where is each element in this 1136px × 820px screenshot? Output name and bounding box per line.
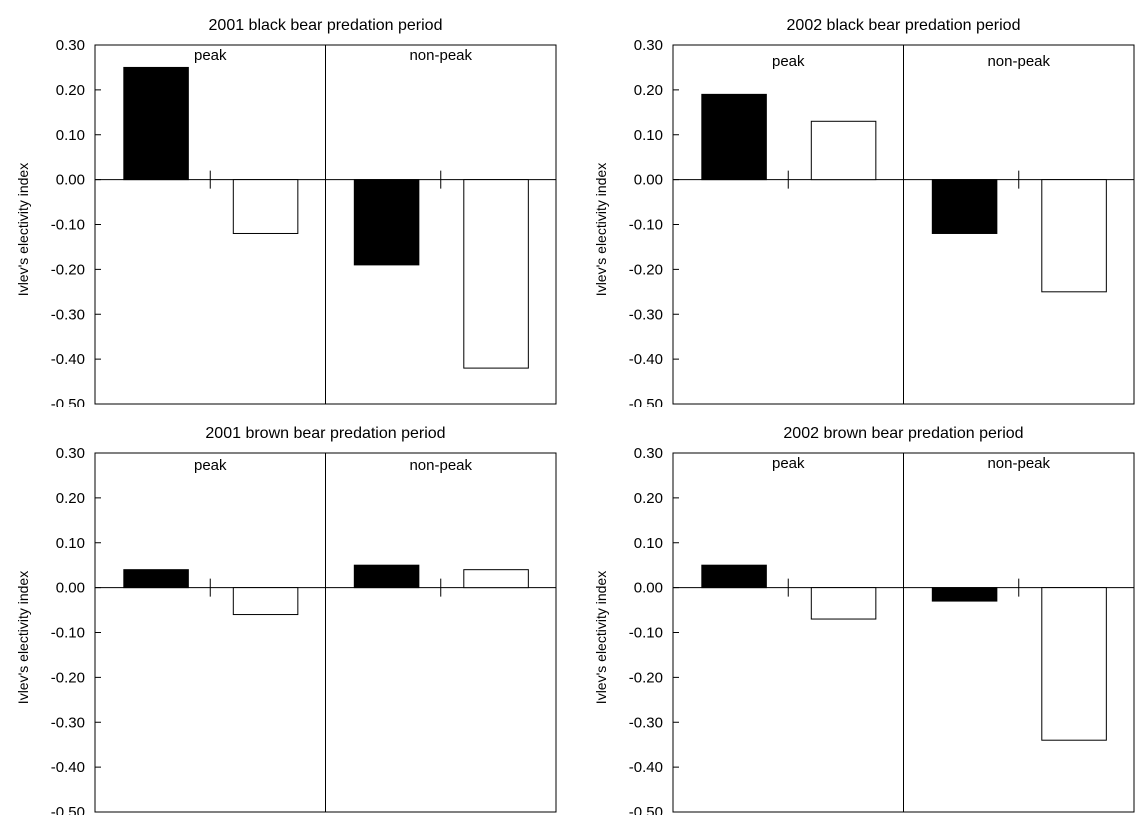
chart-title: 2002 brown bear predation period: [783, 425, 1023, 442]
y-axis-label: Ivlev's electivity index: [593, 163, 609, 296]
bar-peak-white: [810, 120, 877, 181]
chart-svg: 2002 black bear predation period Ivlev's …: [593, 17, 1135, 413]
bar-peak-black: [123, 569, 189, 589]
period-label-non-peak: non-peak: [987, 53, 1050, 70]
chart-title: 2002 black bear predation period: [787, 17, 1021, 34]
bar-peak-black: [123, 66, 189, 181]
bar-non-peak-white: [463, 179, 529, 369]
bar-non-peak-black: [931, 179, 998, 234]
y-tick-label: -0.40: [629, 351, 663, 368]
bar-peak-black: [701, 93, 767, 181]
bar-peak-black: [701, 564, 767, 589]
chart-panel-2: 2002 black bear predation period Ivlev's …: [578, 0, 1136, 413]
period-label-non-peak: non-peak: [409, 457, 472, 474]
chart-title: 2001 black bear predation period: [209, 17, 443, 34]
y-axis-label: Ivlev's electivity index: [593, 571, 609, 704]
y-axis-label: Ivlev's electivity index: [15, 163, 31, 296]
y-tick-label: -0.50: [629, 396, 663, 407]
y-tick-label: -0.20: [629, 261, 663, 278]
y-tick-label: -0.20: [51, 669, 85, 686]
bar-peak-white: [232, 179, 299, 234]
bar-peak-white: [232, 587, 299, 616]
period-label-non-peak: non-peak: [987, 455, 1050, 472]
y-tick-label: -0.30: [629, 714, 663, 731]
y-tick-label: 0.10: [56, 127, 85, 144]
y-tick-label: 0.30: [634, 37, 663, 54]
chart-svg: 2001 brown bear predation period Ivlev's …: [15, 425, 557, 820]
chart-svg: 2002 brown bear predation period Ivlev's …: [593, 425, 1135, 820]
chart-svg: 2001 black bear predation period Ivlev's …: [15, 17, 557, 413]
y-tick-label: -0.30: [51, 306, 85, 323]
chart-panel-1: 2001 black bear predation period Ivlev's …: [0, 0, 558, 413]
y-tick-label: -0.10: [51, 625, 85, 642]
y-tick-label: -0.50: [629, 804, 663, 815]
y-tick-label: 0.10: [56, 535, 85, 552]
y-tick-label: -0.30: [51, 714, 85, 731]
y-tick-label: 0.00: [634, 172, 663, 189]
y-tick-label: -0.10: [629, 625, 663, 642]
y-tick-label: 0.20: [56, 490, 85, 507]
chart-title: 2001 brown bear predation period: [205, 425, 445, 442]
y-tick-label: 0.30: [56, 37, 85, 54]
chart-panel-3: 2001 brown bear predation period Ivlev's …: [0, 408, 558, 820]
y-tick-label: -0.10: [51, 217, 85, 234]
y-tick-label: 0.00: [56, 580, 85, 597]
period-label-peak: peak: [772, 53, 805, 70]
y-tick-label: 0.00: [634, 580, 663, 597]
y-tick-label: 0.10: [634, 535, 663, 552]
bar-non-peak-white: [1041, 179, 1107, 293]
bar-non-peak-black: [353, 179, 420, 266]
chart-panel-4: 2002 brown bear predation period Ivlev's …: [578, 408, 1136, 820]
period-label-peak: peak: [194, 47, 227, 64]
y-tick-label: -0.40: [51, 351, 85, 368]
y-tick-label: 0.00: [56, 172, 85, 189]
y-tick-label: 0.30: [56, 445, 85, 462]
y-tick-label: -0.50: [51, 804, 85, 815]
y-tick-label: -0.40: [629, 759, 663, 776]
y-tick-label: -0.30: [629, 306, 663, 323]
bar-non-peak-black: [353, 564, 420, 589]
period-label-peak: peak: [194, 457, 227, 474]
y-tick-label: -0.20: [51, 261, 85, 278]
bar-peak-white: [810, 587, 877, 620]
period-label-peak: peak: [772, 455, 805, 472]
period-label-non-peak: non-peak: [409, 47, 472, 64]
bar-non-peak-white: [1041, 587, 1107, 741]
y-tick-label: -0.20: [629, 669, 663, 686]
bar-non-peak-black: [931, 587, 998, 602]
y-tick-label: -0.10: [629, 217, 663, 234]
y-tick-label: 0.20: [56, 82, 85, 99]
y-tick-label: 0.10: [634, 127, 663, 144]
y-axis-label: Ivlev's electivity index: [15, 571, 31, 704]
y-tick-label: -0.50: [51, 396, 85, 407]
y-tick-label: 0.30: [634, 445, 663, 462]
y-tick-label: 0.20: [634, 490, 663, 507]
y-tick-label: -0.40: [51, 759, 85, 776]
y-tick-label: 0.20: [634, 82, 663, 99]
bar-non-peak-white: [463, 569, 529, 589]
